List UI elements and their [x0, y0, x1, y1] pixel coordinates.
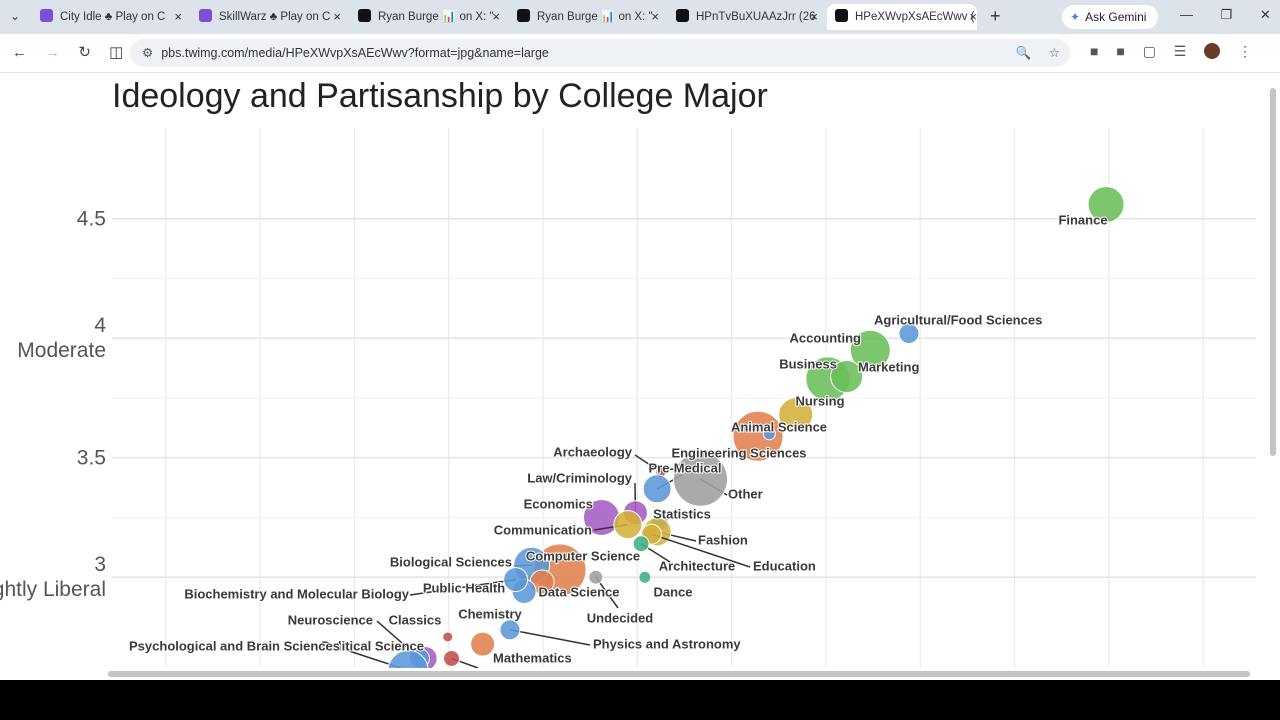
- extensions[interactable]: ■ ■ ▢ ☰ ⋮: [1090, 43, 1253, 59]
- point-labels: Finance Agricultural/Food Sciences Account…: [128, 211, 1109, 666]
- point-label: Business: [779, 356, 837, 371]
- bubble: [442, 631, 454, 643]
- y-tick-label: 4.5: [76, 207, 106, 231]
- point-label: Agricultural/Food Sciences: [874, 312, 1042, 327]
- point-label: Computer Science: [526, 548, 640, 563]
- gemini-label: Ask Gemini: [1085, 10, 1147, 24]
- tab-strip: ⌄ + ✦ Ask Gemini — ❐ ✕ City Idle ♣ Play o…: [0, 0, 1280, 34]
- point-label: Marketing: [858, 359, 919, 374]
- point-label: Psychological and Brain Sciences: [129, 638, 340, 653]
- tab[interactable]: City Idle ♣ Play on C ×: [32, 4, 182, 30]
- tab-title: HPeXWvpXsAEcWwv (: [855, 11, 975, 23]
- bubble: [673, 451, 729, 507]
- bubble: [632, 535, 650, 553]
- point-label: Nursing: [795, 393, 844, 408]
- point-label: Mathematics: [493, 650, 572, 665]
- point-label: Public Health: [423, 580, 505, 595]
- bubble: [778, 397, 814, 433]
- point-label: Neuroscience: [288, 612, 373, 627]
- image-viewport: Finance Agricultural/Food Sciences Account…: [0, 73, 1280, 680]
- point-label: Physics and Astronomy: [593, 636, 741, 651]
- point-label: Biological Sciences: [390, 554, 512, 569]
- plot: [339, 185, 1125, 668]
- tab-close[interactable]: ×: [492, 9, 500, 24]
- point-label: Architecture: [659, 558, 736, 573]
- chart: Finance Agricultural/Food Sciences Account…: [108, 81, 1277, 677]
- bubble: [898, 322, 920, 344]
- tab-search[interactable]: ⌄: [10, 9, 21, 23]
- tab-title: City Idle ♣ Play on C: [60, 11, 166, 23]
- url-text: pbs.twimg.com/media/HPeXWvpXsAEcWwv?form…: [161, 46, 549, 60]
- gemini-button[interactable]: ✦ Ask Gemini: [1062, 5, 1158, 29]
- address-bar[interactable]: ⚙ pbs.twimg.com/media/HPeXWvpXsAEcWwv?for…: [130, 39, 1070, 67]
- point-label: Pre-Medical: [649, 460, 722, 475]
- point-label: Other: [728, 486, 763, 501]
- point-label: Classics: [389, 612, 442, 627]
- chart-title: Ideology and Partisanship by College Maj…: [112, 77, 768, 115]
- tab-close[interactable]: ×: [810, 9, 818, 24]
- v-scroll-thumb[interactable]: [1270, 88, 1276, 456]
- tab[interactable]: HPeXWvpXsAEcWwv (×: [827, 4, 977, 30]
- point-label: Animal Science: [731, 419, 827, 434]
- point-label: Statistics: [653, 506, 711, 521]
- bubble: [1087, 185, 1125, 223]
- bubble: [499, 619, 521, 641]
- bubble: [470, 631, 496, 657]
- leader-line: [651, 533, 751, 568]
- y-tick-label: 4 Moderate: [17, 314, 106, 363]
- tab[interactable]: HPnTvBuXUAAzJrr (26 ×: [668, 4, 818, 30]
- tab-title: Ryan Burge 📊 on X: ": [378, 11, 494, 23]
- tab[interactable]: SkillWarz ♣ Play on C ×: [191, 4, 341, 30]
- point-label: Data Science: [539, 584, 620, 599]
- leader-line: [409, 578, 516, 596]
- point-label: Education: [753, 558, 816, 573]
- bubble: [588, 569, 604, 585]
- point-label: Engineering Sciences: [671, 445, 806, 460]
- window-controls[interactable]: — ❐ ✕: [1180, 7, 1271, 22]
- point-label: Finance: [1058, 212, 1107, 227]
- tab-title: Ryan Burge 📊 on X: ": [537, 11, 653, 23]
- bubble: [638, 570, 652, 584]
- point-label: Law/Criminology: [527, 470, 633, 485]
- tab-close[interactable]: ×: [333, 9, 341, 24]
- point-label: Undecided: [587, 610, 654, 625]
- bubble: [762, 427, 776, 441]
- tab-title: HPnTvBuXUAAzJrr (26: [696, 11, 816, 23]
- tab-close[interactable]: ×: [969, 9, 977, 24]
- point-label: Economics: [524, 496, 593, 511]
- tab[interactable]: Ryan Burge 📊 on X: " ×: [350, 4, 500, 30]
- toolbar: ← → ↻ ◫ ⚙ pbs.twimg.com/media/HPeXWvpXsAE…: [0, 34, 1280, 73]
- nav-buttons[interactable]: ← → ↻ ◫: [12, 44, 124, 61]
- h-scroll-thumb[interactable]: [108, 671, 1250, 677]
- tab-title: SkillWarz ♣ Play on C: [219, 11, 331, 23]
- y-tick-label: 3.5: [76, 446, 106, 470]
- bubble: [613, 510, 643, 540]
- tab-close[interactable]: ×: [174, 9, 182, 24]
- bubble: [732, 410, 784, 462]
- bubble: [642, 474, 672, 504]
- bubble: [443, 649, 461, 667]
- bubble: [503, 567, 529, 593]
- point-label: Chemistry: [458, 606, 522, 621]
- tab[interactable]: Ryan Burge 📊 on X: " ×: [509, 4, 659, 30]
- point-label: Dance: [653, 584, 692, 599]
- point-label: Fashion: [698, 532, 748, 547]
- bubble: [830, 359, 864, 393]
- point-label: Political Science: [321, 638, 424, 653]
- new-tab[interactable]: +: [990, 6, 1001, 26]
- point-label: Archaeology: [553, 444, 633, 459]
- y-tick-label: 3 Slightly Liberal: [0, 553, 106, 602]
- point-label: Communication: [494, 522, 592, 537]
- tab-close[interactable]: ×: [651, 9, 659, 24]
- leader-line: [509, 629, 591, 646]
- bubble: [849, 329, 891, 371]
- point-label: Accounting: [790, 330, 862, 345]
- point-label: Biochemistry and Molecular Biology: [184, 586, 409, 601]
- bubble: [387, 649, 429, 668]
